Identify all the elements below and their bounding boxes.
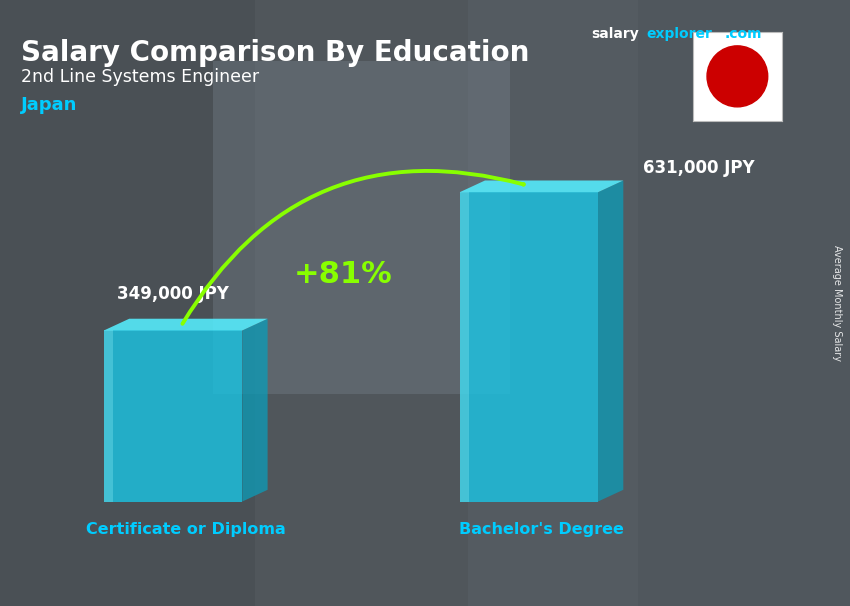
Text: +81%: +81% [294, 260, 393, 289]
Text: .com: .com [725, 27, 762, 41]
Polygon shape [460, 181, 623, 192]
Polygon shape [598, 181, 623, 502]
Polygon shape [104, 330, 113, 502]
Polygon shape [242, 319, 268, 502]
Bar [468, 0, 850, 606]
Text: 349,000 JPY: 349,000 JPY [117, 285, 229, 303]
Text: salary: salary [591, 27, 638, 41]
Polygon shape [460, 192, 469, 502]
Text: 631,000 JPY: 631,000 JPY [643, 159, 755, 178]
Polygon shape [460, 192, 598, 502]
Polygon shape [104, 319, 268, 330]
Text: 2nd Line Systems Engineer: 2nd Line Systems Engineer [21, 68, 259, 86]
Polygon shape [104, 330, 242, 502]
Circle shape [707, 46, 768, 107]
Text: Average Monthly Salary: Average Monthly Salary [832, 245, 842, 361]
Bar [255, 0, 638, 606]
Text: explorer: explorer [646, 27, 711, 41]
Text: Bachelor's Degree: Bachelor's Degree [459, 522, 624, 537]
Text: Certificate or Diploma: Certificate or Diploma [86, 522, 286, 537]
Text: Salary Comparison By Education: Salary Comparison By Education [21, 39, 530, 67]
FancyArrowPatch shape [183, 171, 524, 324]
Bar [212, 61, 510, 394]
Text: Japan: Japan [21, 96, 77, 115]
